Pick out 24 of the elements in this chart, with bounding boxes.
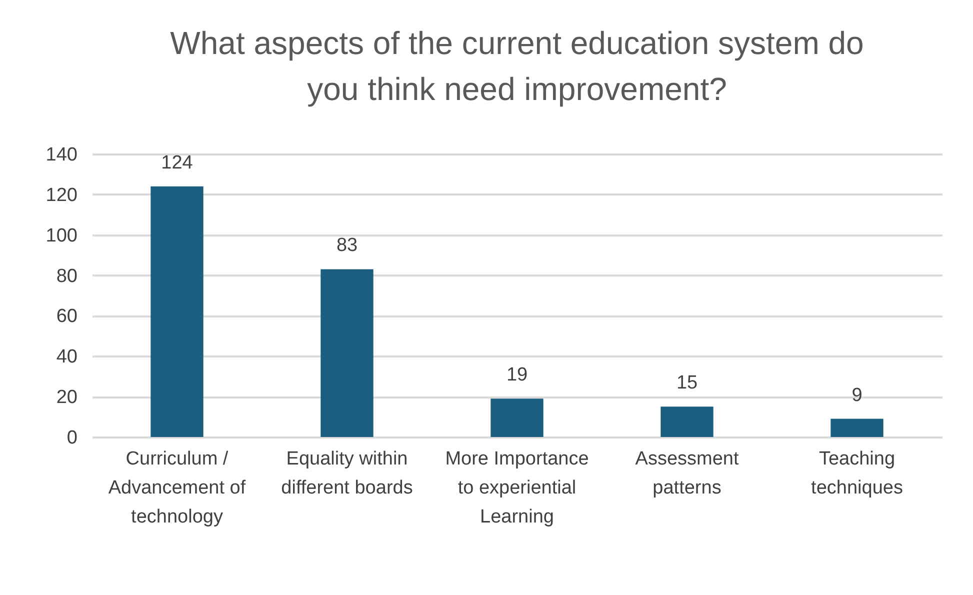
bar — [320, 269, 374, 437]
data-label: 15 — [676, 372, 698, 394]
data-label: 9 — [852, 384, 862, 406]
y-tick-label: 0 — [66, 428, 78, 448]
bar — [830, 418, 884, 437]
y-tick-label: 20 — [56, 387, 78, 408]
x-tick-label: Assessment patterns — [635, 448, 740, 498]
x-tick-label: Equality within different boards — [281, 448, 413, 498]
x-tick-label: More Importance to experiential Learning — [445, 448, 589, 528]
data-label: 83 — [336, 235, 358, 256]
y-tick-label: 100 — [46, 225, 78, 246]
y-tick-label: 140 — [46, 144, 78, 166]
chart-title: What aspects of the current education system do you think need improvement? — [170, 25, 864, 107]
bar — [660, 406, 714, 437]
x-tick-label: Curriculum / Advancement of technology — [108, 448, 246, 528]
y-tick-label: 60 — [56, 306, 78, 328]
y-tick-label: 120 — [46, 184, 78, 206]
y-tick-label: 40 — [56, 346, 78, 368]
data-label: 124 — [161, 152, 194, 174]
y-tick-label: 80 — [56, 266, 78, 287]
bar — [150, 186, 204, 437]
data-label: 19 — [506, 364, 528, 386]
bar — [490, 398, 544, 437]
x-tick-label: Teaching techniques — [811, 448, 903, 498]
